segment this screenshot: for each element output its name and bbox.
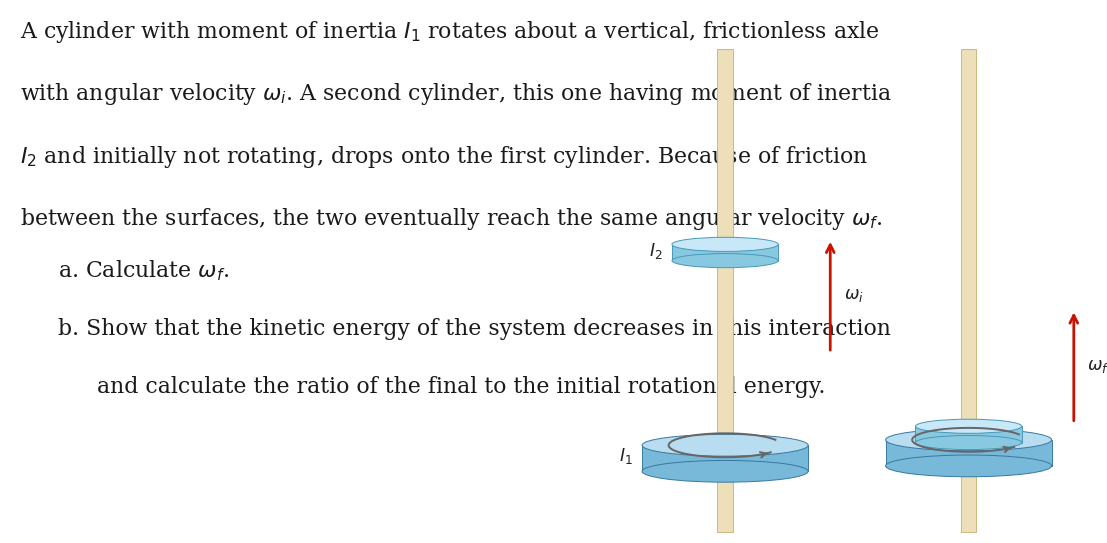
Ellipse shape [915, 435, 1022, 450]
Ellipse shape [886, 429, 1052, 451]
Text: $I_2$ and initially not rotating, drops onto the first cylinder. Because of fric: $I_2$ and initially not rotating, drops … [20, 144, 868, 170]
Text: $\omega_i$: $\omega_i$ [844, 287, 863, 305]
Polygon shape [672, 244, 778, 261]
Ellipse shape [915, 419, 1022, 433]
Ellipse shape [642, 434, 808, 456]
Polygon shape [915, 426, 1022, 443]
Ellipse shape [642, 460, 808, 482]
Text: and calculate the ratio of the final to the initial rotational energy.: and calculate the ratio of the final to … [97, 376, 826, 398]
Polygon shape [886, 440, 1052, 466]
Ellipse shape [672, 237, 778, 251]
Text: $I_2$: $I_2$ [650, 241, 663, 261]
Polygon shape [642, 445, 808, 471]
Text: with angular velocity $\omega_i$. A second cylinder, this one having moment of i: with angular velocity $\omega_i$. A seco… [20, 81, 891, 108]
Text: $\omega_f$: $\omega_f$ [1087, 358, 1107, 375]
Ellipse shape [672, 254, 778, 268]
Polygon shape [961, 49, 976, 532]
Text: A cylinder with moment of inertia $I_1$ rotates about a vertical, frictionless a: A cylinder with moment of inertia $I_1$ … [20, 19, 880, 45]
Ellipse shape [886, 455, 1052, 477]
Polygon shape [717, 49, 733, 532]
Text: between the surfaces, the two eventually reach the same angular velocity $\omega: between the surfaces, the two eventually… [20, 206, 882, 232]
Text: a. Calculate $\omega_f$.: a. Calculate $\omega_f$. [58, 258, 228, 282]
Text: $I_1$: $I_1$ [620, 446, 633, 466]
Text: b. Show that the kinetic energy of the system decreases in this interaction: b. Show that the kinetic energy of the s… [58, 318, 890, 340]
